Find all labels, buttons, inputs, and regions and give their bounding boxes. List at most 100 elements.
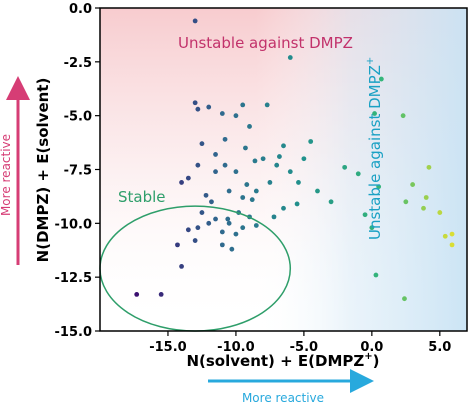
data-point-21 — [203, 192, 209, 198]
data-point-79 — [373, 272, 379, 278]
data-point-5 — [199, 210, 205, 215]
data-point-59 — [301, 156, 307, 162]
data-point-73 — [423, 195, 429, 200]
x-tick-label-4: 5.0 — [428, 340, 451, 355]
x-axis-label: N(solvent) + E(DMPZ+) — [186, 351, 379, 370]
y-arrow: More reactive — [0, 76, 30, 265]
data-point-76 — [449, 231, 455, 237]
data-point-32 — [213, 152, 218, 157]
data-point-71 — [410, 182, 416, 187]
data-point-47 — [271, 214, 277, 220]
data-point-74 — [437, 210, 443, 215]
data-point-13 — [253, 223, 259, 228]
data-point-48 — [247, 124, 252, 129]
annotation-unstable-dmpz-plus: Unstable against DMPZ+ — [365, 57, 384, 240]
x-tick-label-0: -15.0 — [149, 340, 186, 355]
data-point-51 — [206, 104, 212, 110]
data-point-58 — [308, 139, 314, 144]
x-tick-label-2: -5.0 — [290, 340, 318, 355]
y-tick-label-4: -10.0 — [55, 217, 92, 232]
data-point-34 — [222, 136, 228, 142]
data-point-72 — [421, 205, 426, 211]
data-point-38 — [253, 188, 259, 194]
data-point-43 — [287, 169, 293, 175]
data-point-3 — [175, 242, 180, 248]
data-point-14 — [195, 225, 201, 231]
data-point-46 — [281, 205, 286, 211]
data-point-23 — [240, 195, 246, 200]
data-point-36 — [252, 158, 258, 164]
data-point-30 — [185, 175, 191, 181]
data-point-55 — [264, 102, 270, 108]
data-point-65 — [369, 225, 375, 231]
data-point-37 — [260, 156, 266, 162]
data-point-8 — [219, 229, 225, 235]
data-point-1 — [158, 291, 164, 297]
data-point-80 — [402, 296, 407, 302]
data-point-77 — [449, 242, 455, 248]
data-point-15 — [185, 227, 191, 233]
data-point-52 — [195, 106, 201, 112]
y-tick-label-6: -15.0 — [55, 325, 92, 340]
data-point-64 — [362, 212, 368, 218]
data-point-57 — [287, 55, 293, 60]
data-point-29 — [195, 162, 201, 168]
data-point-17 — [229, 246, 235, 252]
data-point-68 — [378, 76, 384, 82]
x-arrow-label: More reactive — [242, 391, 324, 404]
y-axis-label: N(DMPZ) + E(solvent) — [34, 78, 52, 263]
x-tick-label-1: -10.0 — [217, 340, 254, 355]
data-point-78 — [426, 164, 432, 170]
data-point-62 — [342, 164, 348, 170]
y-tick-label-1: -2.5 — [64, 56, 92, 71]
data-point-11 — [240, 225, 246, 231]
data-point-75 — [442, 233, 448, 239]
data-point-10 — [233, 231, 239, 237]
data-point-2 — [179, 264, 184, 269]
data-point-31 — [179, 180, 184, 185]
data-point-9 — [226, 220, 232, 226]
data-point-25 — [244, 182, 250, 187]
y-axis-ticks: 0.0 -2.5 -5.0 -7.5 -10.0 -12.5 -15.0 — [55, 2, 100, 340]
data-point-27 — [222, 162, 228, 168]
y-tick-label-5: -12.5 — [55, 271, 92, 286]
data-point-41 — [281, 143, 286, 149]
annotation-unstable-dmpz: Unstable against DMPZ — [178, 34, 353, 52]
data-point-53 — [192, 100, 198, 106]
data-point-63 — [355, 171, 361, 177]
data-point-67 — [372, 111, 377, 116]
data-point-6 — [206, 220, 212, 226]
data-point-7 — [213, 216, 218, 222]
data-point-70 — [403, 199, 409, 205]
data-point-42 — [277, 154, 282, 159]
y-tick-label-0: 0.0 — [69, 2, 92, 17]
x-arrow: More reactive — [208, 369, 374, 404]
x-tick-label-3: 0.0 — [360, 340, 383, 355]
data-point-26 — [233, 169, 239, 175]
y-arrow-label: More reactive — [0, 134, 13, 216]
y-tick-label-3: -7.5 — [64, 164, 92, 179]
data-point-20 — [209, 199, 214, 205]
data-point-39 — [267, 180, 273, 185]
plot-background — [100, 8, 467, 331]
data-point-69 — [400, 113, 406, 119]
data-point-45 — [294, 201, 300, 207]
data-point-61 — [328, 199, 334, 205]
data-point-33 — [199, 141, 205, 147]
data-point-66 — [376, 184, 382, 190]
y-tick-label-2: -5.0 — [64, 110, 92, 125]
data-point-16 — [219, 242, 225, 248]
data-point-28 — [213, 169, 218, 175]
data-points — [134, 18, 455, 302]
data-point-24 — [249, 197, 255, 203]
data-point-49 — [233, 113, 239, 119]
data-point-60 — [315, 188, 320, 194]
data-point-56 — [192, 18, 198, 24]
data-point-44 — [296, 180, 301, 185]
data-point-35 — [243, 145, 248, 151]
data-point-19 — [225, 216, 231, 222]
data-point-40 — [274, 162, 280, 168]
data-point-22 — [226, 188, 232, 194]
data-point-50 — [219, 111, 225, 116]
